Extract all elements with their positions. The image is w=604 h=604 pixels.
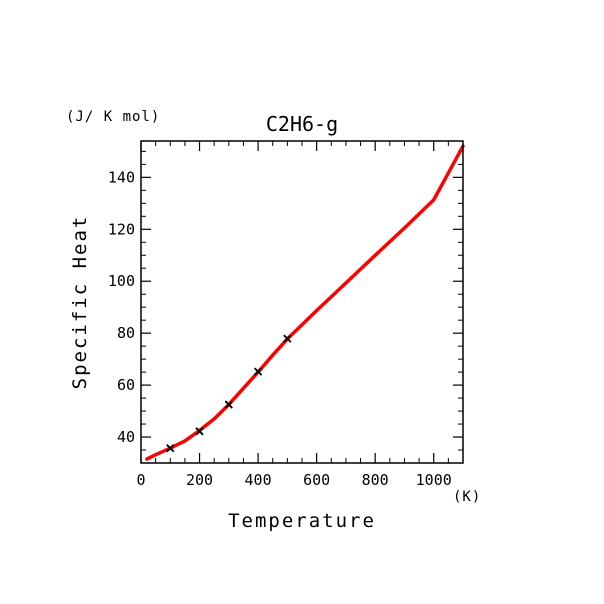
x-axis-unit: (K) [453,489,481,505]
x-tick-label: 600 [303,471,330,489]
data-point-marker [253,367,263,376]
axis-ticks [140,141,463,463]
y-tick-label: 80 [117,324,135,342]
x-axis-label: Temperature [228,510,376,532]
data-point-marker [283,334,292,343]
x-tick-label: 400 [245,471,272,489]
y-tick-label: 60 [117,376,135,394]
y-tick-label: 100 [108,272,135,290]
y-tick-label: 140 [108,168,135,186]
data-point-marker [195,427,204,436]
marker-layer [166,334,292,453]
x-tick-label: 0 [136,471,145,489]
y-axis-label: Specific Heat [69,215,91,390]
data-point-marker [224,400,233,409]
y-tick-label: 40 [117,428,135,446]
y-tick-label: 120 [108,220,135,238]
x-tick-label: 1000 [416,471,452,489]
x-tick-label: 200 [186,471,213,489]
series-layer [145,144,465,461]
plot-frame [140,140,464,464]
series-line [145,144,465,461]
data-point-marker [166,444,175,453]
y-axis-unit: (J/ K mol) [66,109,160,125]
tick-labels: 0 200 400 600 800 1000 40 60 80 100 120 140 [108,168,452,489]
x-tick-label: 800 [362,471,389,489]
chart-title: C2H6-g [266,112,338,136]
